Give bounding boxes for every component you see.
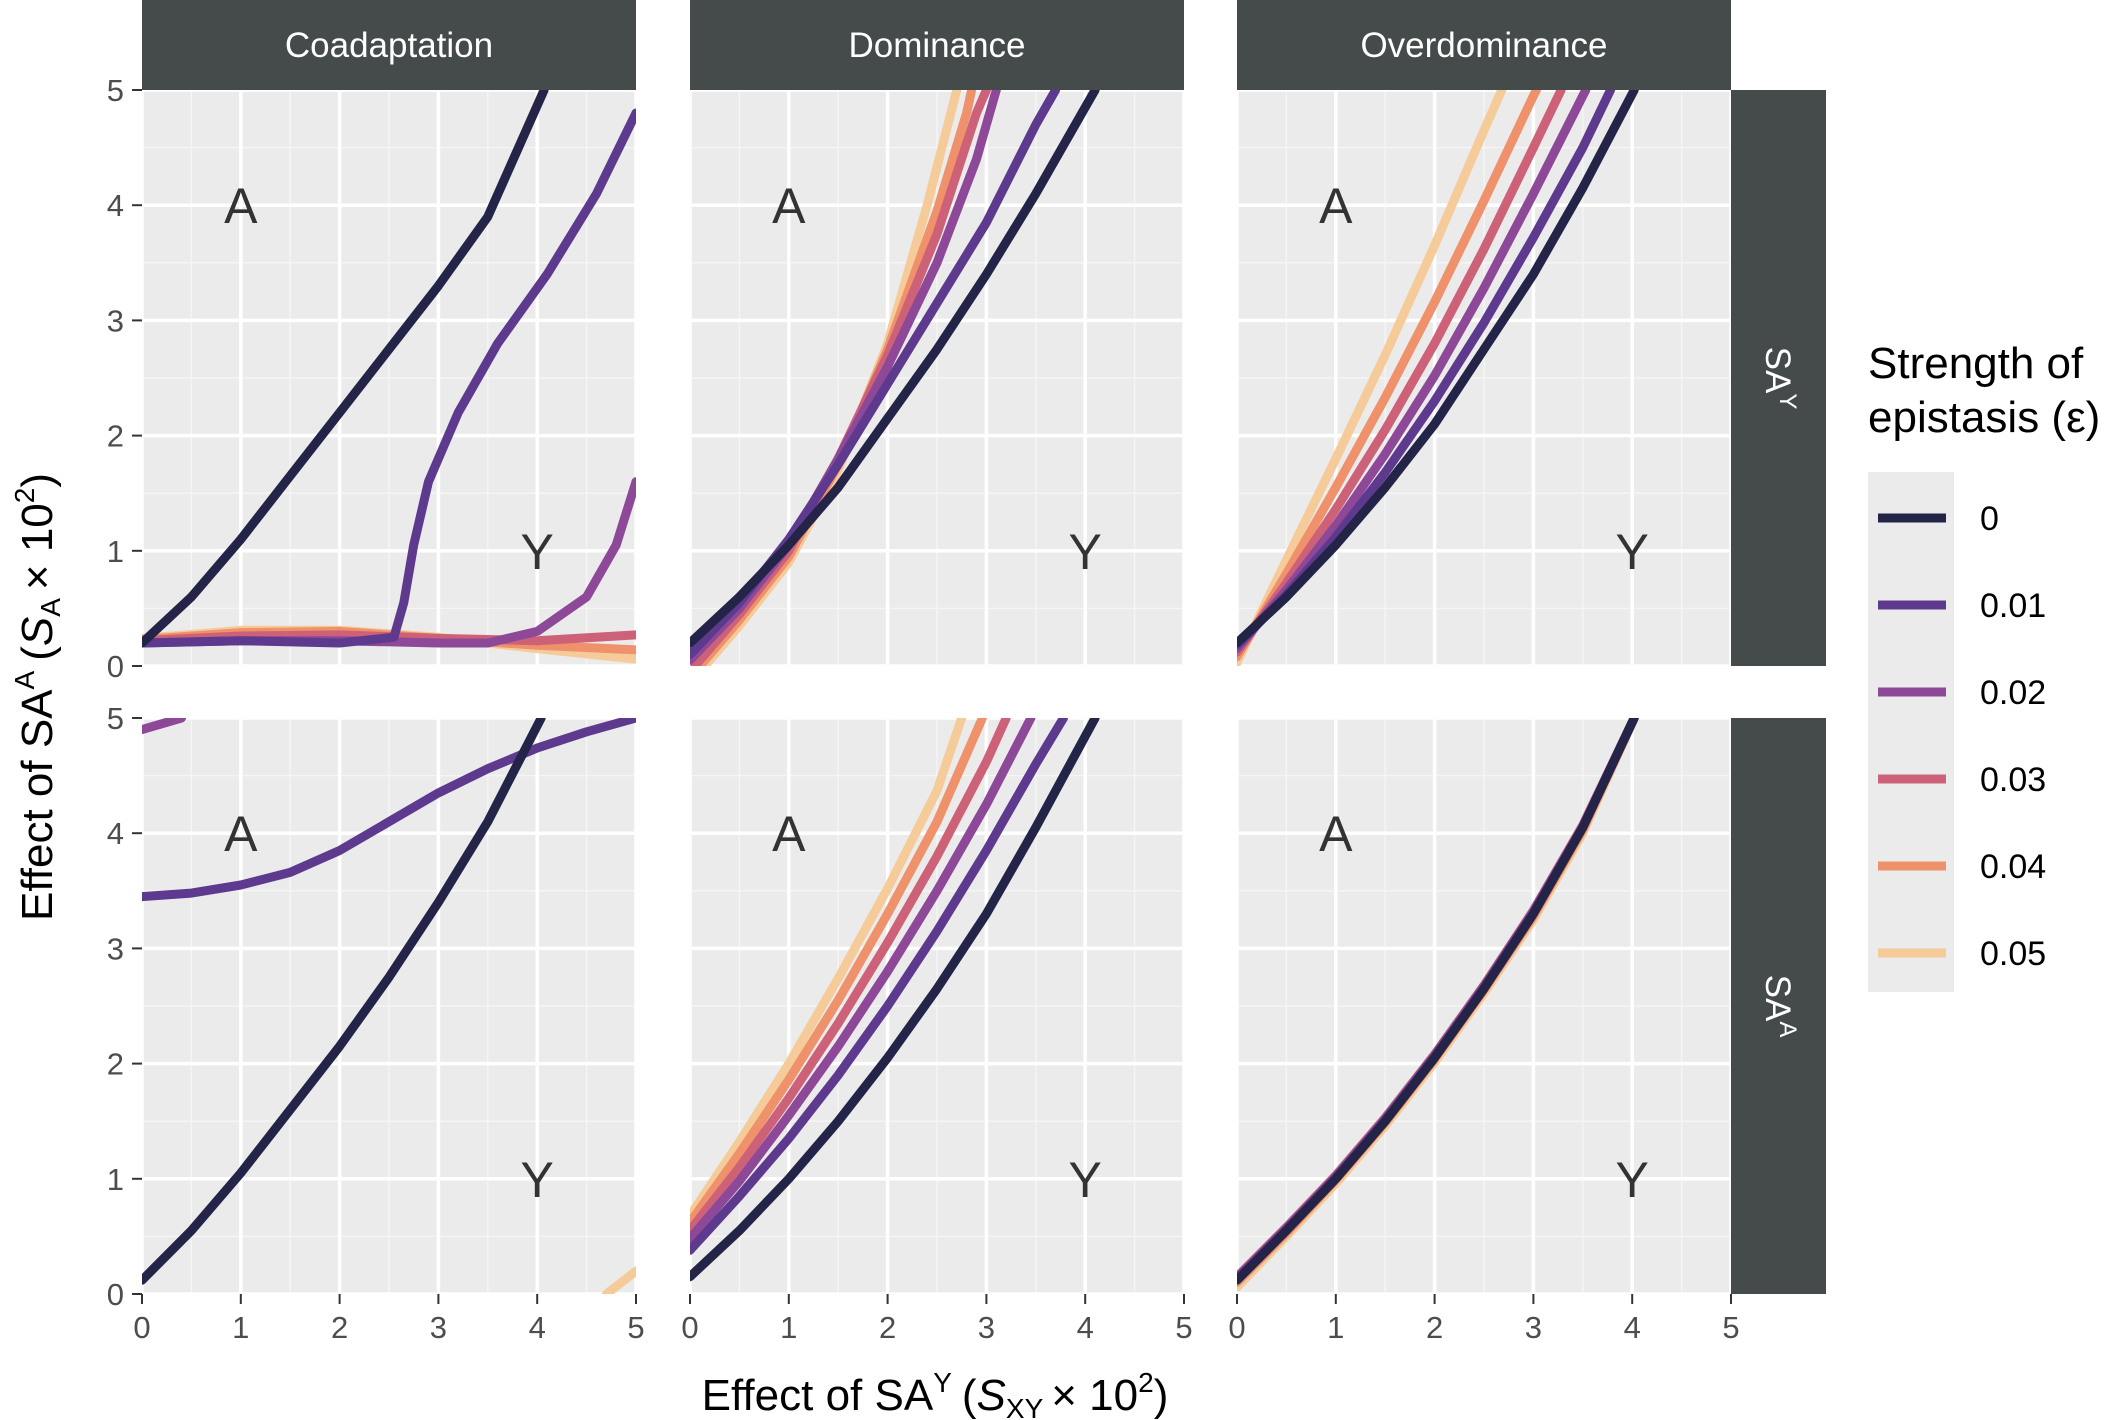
strip-label-dominance: Dominance — [848, 26, 1025, 65]
axes: 0 1 2 3 4 5 0 1 2 3 4 5 0 1 2 3 4 5 0 1 2 3 4 5 0 1 2 3 4 5 — [107, 73, 1740, 1345]
series-line-eps-0 — [1237, 90, 1639, 648]
series-line-eps-0 — [142, 718, 546, 1285]
y-tick-label: 5 — [107, 73, 124, 108]
series-group — [1237, 718, 1639, 1292]
x-tick-label: 3 — [1525, 1310, 1542, 1345]
region-label-y: Y — [1616, 1152, 1649, 1208]
strip-row-label: SAA — [1758, 975, 1801, 1038]
x-tick-label: 2 — [879, 1310, 896, 1345]
series-line-eps-0 — [690, 718, 1100, 1282]
series-line-eps-0_04 — [1237, 90, 1541, 662]
y-tick-label: 1 — [107, 1162, 124, 1197]
facet-strips: Coadaptation Dominance Overdominance SAY SAA — [142, 0, 1826, 1294]
y-tick-label: 0 — [107, 1277, 124, 1312]
legend-label: 0.02 — [1980, 674, 2046, 712]
strip-overdominance — [1237, 0, 1731, 90]
legend-title-line2: epistasis (ε) — [1868, 393, 2100, 442]
series-line-eps-0_02 — [142, 718, 186, 734]
region-label-y: Y — [1069, 1152, 1102, 1208]
series-line-eps-0_05 — [601, 1266, 636, 1294]
x-tick-label: 0 — [133, 1310, 150, 1345]
panel-overdominance-say: AY — [1235, 88, 1733, 668]
y-tick-label: 2 — [107, 419, 124, 454]
x-tick-label: 0 — [1228, 1310, 1245, 1345]
x-tick-label: 5 — [1175, 1310, 1192, 1345]
x-tick-label: 5 — [627, 1310, 644, 1345]
x-tick-label: 3 — [978, 1310, 995, 1345]
series-line-eps-0 — [1237, 718, 1639, 1285]
series-line-eps-0_04 — [690, 718, 987, 1228]
x-axis-title: Effect of SAY (SXY × 102) — [702, 1367, 1169, 1420]
y-tick-label: 2 — [107, 1047, 124, 1082]
region-label-a: A — [772, 178, 806, 234]
y-tick-label: 5 — [107, 701, 124, 736]
panel-dominance-saa: AY — [688, 716, 1186, 1296]
region-label-a: A — [1319, 806, 1353, 862]
x-tick-label: 4 — [1624, 1310, 1641, 1345]
region-label-y: Y — [1616, 524, 1649, 580]
x-tick-label: 1 — [1327, 1310, 1344, 1345]
strip-coadaptation — [142, 0, 636, 90]
region-label-y: Y — [521, 524, 554, 580]
strip-label-overdominance: Overdominance — [1360, 26, 1607, 65]
series-line-eps-0_01 — [690, 718, 1068, 1255]
series-group — [690, 90, 1100, 666]
strip-row-1 — [1731, 718, 1826, 1294]
series-line-eps-0_01 — [142, 718, 636, 902]
x-tick-label: 2 — [331, 1310, 348, 1345]
series-line-eps-0 — [690, 90, 1100, 648]
y-tick-label: 3 — [107, 931, 124, 966]
y-tick-label: 0 — [107, 649, 124, 684]
y-tick-label: 1 — [107, 534, 124, 569]
panel-overdominance-saa: AY — [1235, 716, 1733, 1296]
x-tick-label: 0 — [681, 1310, 698, 1345]
strip-row-label: SAY — [1758, 347, 1801, 410]
legend-label: 0 — [1980, 500, 1999, 538]
region-label-a: A — [1319, 178, 1353, 234]
series-group — [1237, 90, 1639, 666]
series-line-eps-0_02 — [690, 718, 1036, 1244]
x-tick-label: 1 — [232, 1310, 249, 1345]
y-tick-label: 3 — [107, 303, 124, 338]
x-tick-label: 5 — [1722, 1310, 1739, 1345]
legend-title-line1: Strength of — [1868, 339, 2084, 388]
series-line-eps-0_01 — [142, 108, 636, 648]
x-tick-label: 4 — [529, 1310, 546, 1345]
series-line-eps-0_05 — [1237, 90, 1507, 666]
region-label-a: A — [772, 806, 806, 862]
strip-label-coadaptation: Coadaptation — [285, 26, 493, 65]
panel-dominance-say: AY — [688, 88, 1186, 668]
x-tick-label: 2 — [1426, 1310, 1443, 1345]
panel-coadaptation-saa: AY — [140, 716, 638, 1296]
y-tick-label: 4 — [107, 188, 124, 223]
legend-label: 0.05 — [1980, 935, 2046, 973]
series-group — [142, 90, 636, 664]
legend-label: 0.01 — [1980, 587, 2046, 625]
series-line-eps-0_03 — [1237, 90, 1566, 657]
legend-label: 0.03 — [1980, 761, 2046, 799]
region-label-a: A — [224, 806, 258, 862]
series-line-eps-0 — [142, 90, 549, 648]
series-line-eps-0_05 — [690, 718, 967, 1221]
legend: Strength of epistasis (ε) 00.010.020.030… — [1868, 339, 2100, 992]
region-label-y: Y — [1069, 524, 1102, 580]
strip-row-0 — [1731, 90, 1826, 666]
series-group — [690, 718, 1100, 1282]
x-tick-label: 4 — [1077, 1310, 1094, 1345]
x-tick-label: 3 — [430, 1310, 447, 1345]
series-line-eps-0_03 — [690, 718, 1011, 1236]
series-group — [142, 718, 636, 1294]
legend-entries: 0 0.01 0.02 0.03 0.04 0.05 — [1878, 500, 2046, 973]
y-axis-title: Effect of SAA(SA× 102) — [9, 473, 66, 921]
strip-dominance — [690, 0, 1184, 90]
region-label-y: Y — [521, 1152, 554, 1208]
region-label-a: A — [224, 178, 258, 234]
y-tick-label: 4 — [107, 816, 124, 851]
legend-key-background — [1868, 472, 1954, 992]
panel-coadaptation-say: AY — [140, 88, 638, 668]
legend-label: 0.04 — [1980, 848, 2046, 886]
x-tick-label: 1 — [780, 1310, 797, 1345]
